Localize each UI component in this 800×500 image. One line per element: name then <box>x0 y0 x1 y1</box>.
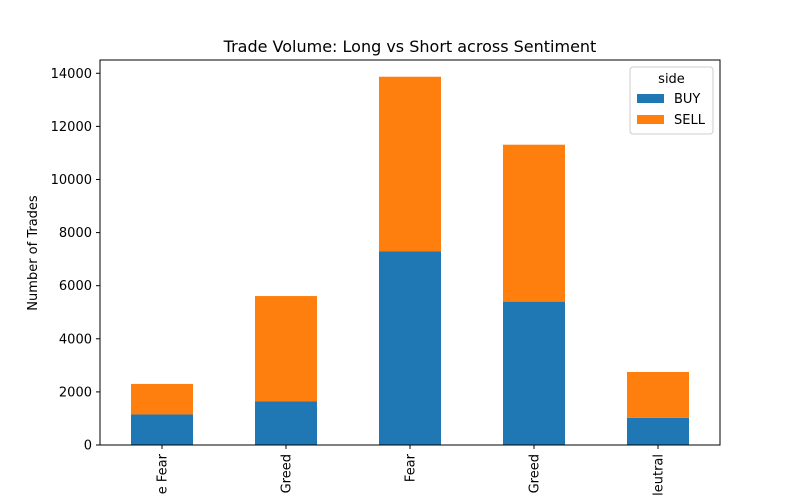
x-tick-label-3: Greed <box>528 454 543 493</box>
y-axis-ticks: 0 2000 4000 6000 8000 10000 12000 14000 <box>51 67 100 454</box>
legend-swatch-sell <box>637 115 664 124</box>
plot-frame <box>99 59 721 446</box>
bar-sell-1 <box>255 296 317 402</box>
y-tick-label-3: 6000 <box>59 279 92 294</box>
y-axis-label: Number of Trades <box>26 195 41 311</box>
x-tick-label-2: Fear <box>404 453 419 482</box>
legend-title: side <box>658 72 685 87</box>
x-tick-label-4: leutral <box>652 454 667 496</box>
legend-label-buy: BUY <box>674 92 700 107</box>
y-tick-label-5: 10000 <box>51 173 92 188</box>
x-tick-label-0: e Fear <box>156 453 171 494</box>
bar-buy-3 <box>503 301 565 445</box>
bar-sell-4 <box>627 371 689 418</box>
bar-sell-3 <box>503 144 565 302</box>
x-axis-ticks: e Fear Greed Fear Greed leutral <box>156 445 667 496</box>
bar-buy-4 <box>627 417 689 445</box>
bar-buy-1 <box>255 401 317 445</box>
y-tick-label-1: 2000 <box>59 385 92 400</box>
bar-buy-0 <box>131 414 193 445</box>
bar-buy-2 <box>379 251 441 445</box>
y-tick-label-2: 4000 <box>59 332 92 347</box>
legend-label-sell: SELL <box>674 113 706 128</box>
bar-sell-2 <box>379 76 441 252</box>
y-tick-label-6: 12000 <box>51 120 92 135</box>
y-tick-label-7: 14000 <box>51 67 92 82</box>
bar-sell-0 <box>131 383 193 415</box>
legend: side BUY SELL <box>629 66 714 135</box>
bars-layer <box>131 76 689 445</box>
y-tick-label-0: 0 <box>84 439 92 454</box>
chart-title: Trade Volume: Long vs Short across Senti… <box>223 37 597 56</box>
legend-swatch-buy <box>637 94 664 103</box>
x-tick-label-1: Greed <box>280 454 295 493</box>
y-tick-label-4: 8000 <box>59 226 92 241</box>
